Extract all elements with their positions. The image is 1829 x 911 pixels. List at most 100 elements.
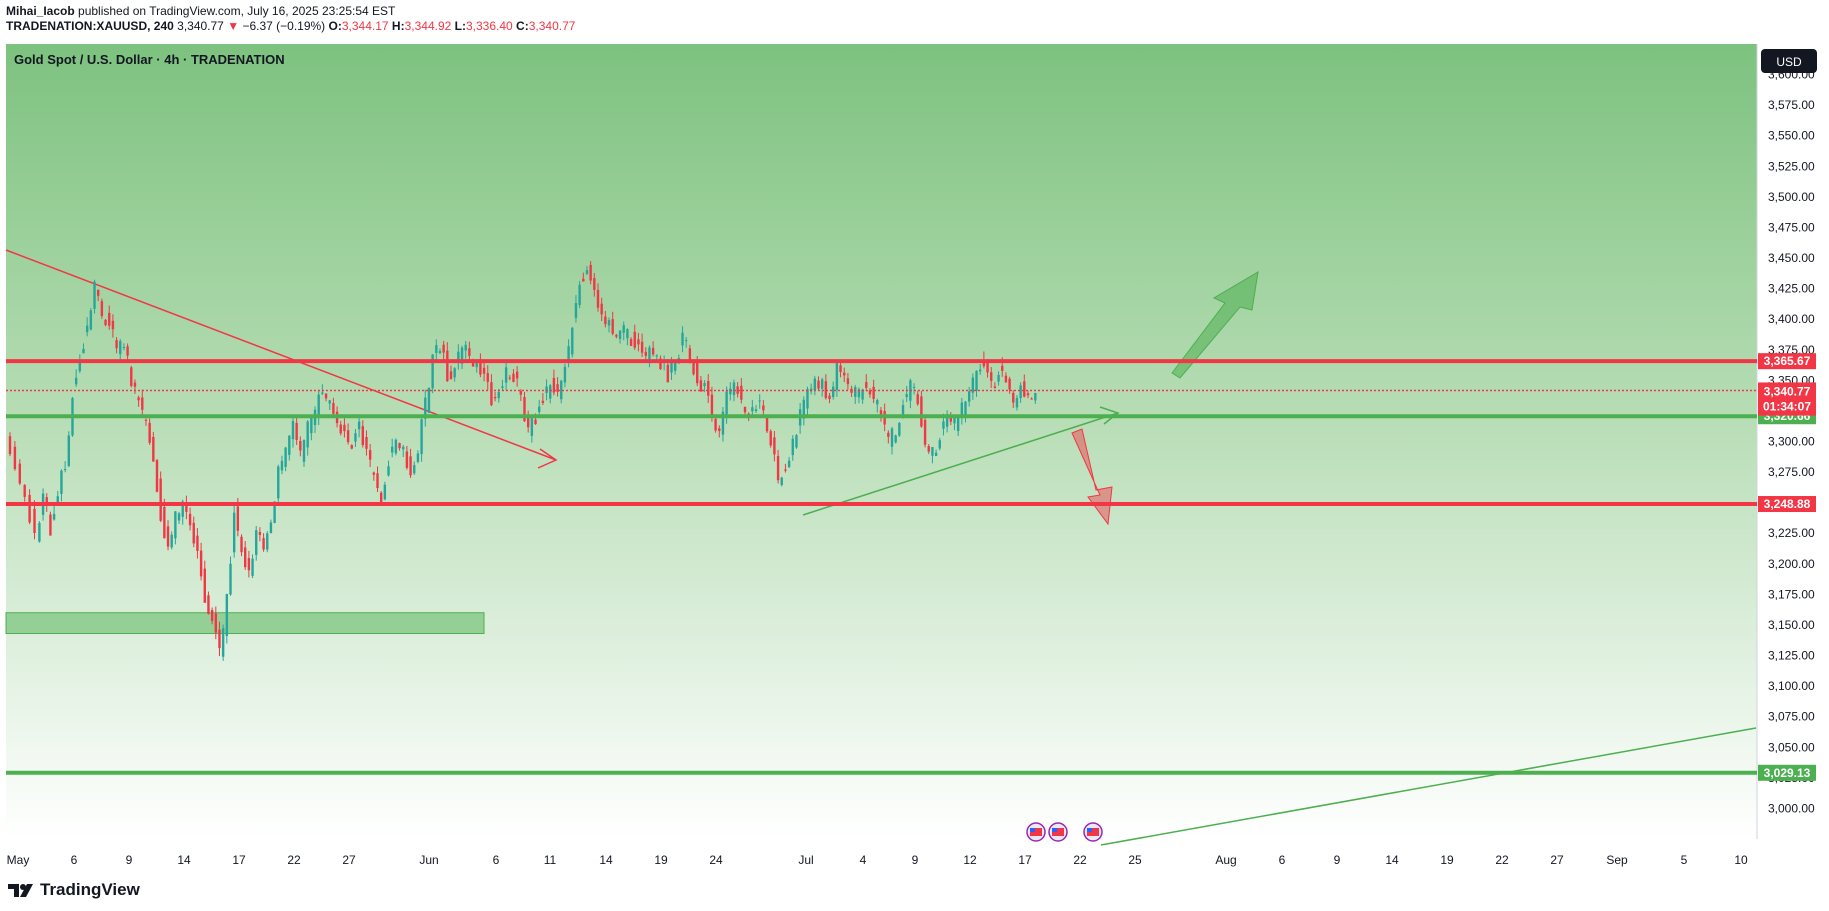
time-tick-label: 4 (860, 853, 867, 867)
candle-down (552, 377, 556, 393)
candle-down (493, 397, 497, 399)
candle-down (762, 405, 765, 411)
high-value: 3,344.92 (404, 19, 452, 33)
currency-button[interactable]: USD (1761, 49, 1817, 73)
candle-down (49, 514, 52, 536)
candle-down (817, 380, 820, 389)
candle-down (343, 424, 346, 432)
candle-up (383, 484, 387, 500)
candle-up (685, 340, 688, 342)
candle-up (549, 385, 552, 399)
candle-up (174, 511, 177, 539)
candle-down (368, 450, 372, 460)
events-layer[interactable] (1026, 822, 1103, 842)
level-badge-label: 3,248.88 (1764, 497, 1811, 511)
candle-down (97, 289, 100, 296)
candle-down (519, 391, 523, 395)
time-tick-label: 6 (1279, 853, 1286, 867)
time-tick-label: 12 (963, 853, 977, 867)
candle-down (100, 301, 104, 316)
ohlc-line: TRADENATION:XAUUSD, 240 3,340.77 ▼ −6.37… (6, 19, 575, 34)
price-tick-label: 3,100.00 (1768, 679, 1815, 693)
candle-down (398, 443, 401, 449)
candle-down (707, 381, 710, 396)
time-tick-label: 19 (654, 853, 668, 867)
time-tick-label: 24 (709, 853, 723, 867)
bullish-arrow (1171, 271, 1259, 379)
candle-up (93, 281, 96, 309)
candle-up (424, 397, 427, 419)
candle-up (67, 435, 70, 467)
candle-up (673, 362, 677, 371)
publisher-line: Mihai_Iacob published on TradingView.com… (6, 4, 575, 19)
time-axis[interactable]: May 6 9 14 17 22 27 Jun 6 11 14 19 24 Jul 4 9 12 17 22 25 Au… (7, 853, 1748, 867)
candle-up (291, 421, 295, 440)
price-tick-label: 3,450.00 (1768, 251, 1815, 265)
time-tick-label: 27 (342, 853, 356, 867)
candle-down (490, 382, 493, 406)
candle-up (413, 465, 416, 474)
candle-up (225, 594, 229, 637)
candle-down (240, 536, 243, 553)
time-tick-label: 22 (1495, 853, 1509, 867)
candle-down (199, 550, 203, 577)
candle-down (486, 373, 489, 382)
candle-down (130, 367, 133, 386)
price-tick-label: 3,500.00 (1768, 190, 1815, 204)
flag-canton (1030, 828, 1035, 832)
candle-down (163, 507, 166, 539)
candle-up (945, 414, 949, 427)
tradingview-logo[interactable]: TradingView (6, 880, 140, 900)
candle-up (791, 438, 794, 456)
drawings-layer (5, 249, 1757, 846)
candle-down (659, 358, 662, 370)
candle-up (284, 447, 287, 467)
price-axis[interactable]: 3,000.003,025.003,050.003,075.003,100.00… (1768, 68, 1815, 816)
price-tick-label: 3,300.00 (1768, 435, 1815, 449)
candle-up (802, 399, 805, 419)
candle-up (78, 360, 82, 372)
candle-up (787, 460, 791, 468)
candle-up (578, 284, 581, 305)
candle-down (615, 334, 618, 337)
candle-down (405, 451, 409, 468)
time-tick-label: Sep (1606, 853, 1628, 867)
candle-down (152, 436, 155, 462)
candle-up (82, 348, 85, 354)
candle-up (122, 347, 126, 349)
candle-up (170, 534, 173, 548)
candle-up (622, 325, 625, 333)
candle-down (210, 610, 214, 621)
candle-up (273, 501, 276, 523)
candle-up (626, 329, 629, 339)
candle-down (155, 460, 159, 492)
time-tick-label: 14 (1385, 853, 1399, 867)
time-tick-label: 10 (1734, 853, 1748, 867)
uptrend-line (802, 412, 1119, 516)
candle-up (251, 558, 254, 576)
candle-up (806, 389, 809, 409)
candle-down (596, 289, 600, 308)
candle-up (571, 327, 574, 355)
candle-down (688, 348, 692, 363)
price-tick-label: 3,000.00 (1768, 801, 1815, 815)
candle-up (266, 533, 269, 550)
time-tick-label: 22 (287, 853, 301, 867)
candle-down (868, 390, 872, 395)
time-tick-label: 19 (1440, 853, 1454, 867)
candle-down (379, 492, 383, 505)
time-tick-label: 9 (126, 853, 133, 867)
price-tick-label: 3,575.00 (1768, 98, 1815, 112)
price-tick-label: 3,050.00 (1768, 740, 1815, 754)
candle-up (420, 419, 423, 455)
candle-down (244, 547, 247, 568)
symbol-label[interactable]: TRADENATION:XAUUSD, 240 (6, 19, 174, 33)
author-name[interactable]: Mihai_Iacob (6, 4, 75, 18)
flag-stripe (1052, 828, 1064, 836)
candle-down (828, 395, 831, 400)
candle-down (196, 535, 199, 551)
candle-down (740, 385, 743, 400)
candle-down (611, 319, 614, 334)
candle-up (934, 452, 938, 456)
